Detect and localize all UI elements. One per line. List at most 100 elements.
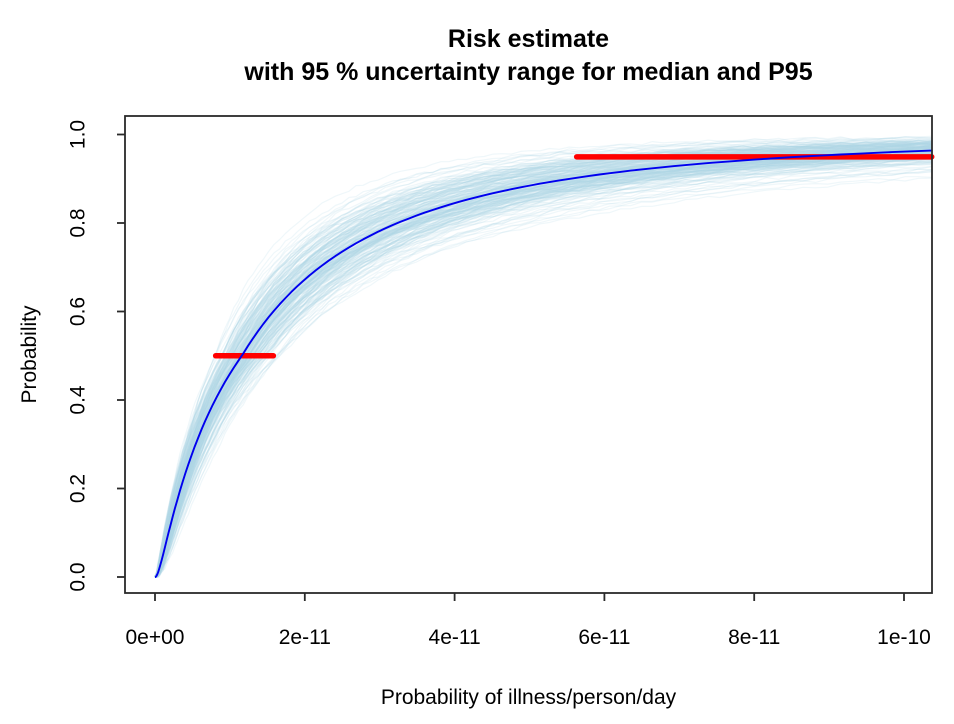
band-curve bbox=[154, 156, 932, 578]
y-axis-label: Probability bbox=[18, 305, 41, 404]
band-curve bbox=[154, 141, 932, 578]
band-curve bbox=[154, 147, 932, 578]
band-curve bbox=[154, 176, 932, 578]
band-curve bbox=[154, 154, 932, 578]
band-curve bbox=[154, 150, 932, 578]
band-curve bbox=[154, 150, 932, 578]
band-curve bbox=[154, 136, 932, 578]
band-curve bbox=[154, 142, 932, 578]
band-curve bbox=[154, 153, 932, 578]
band-curve bbox=[154, 153, 932, 578]
band-curve bbox=[154, 143, 932, 578]
band-curve bbox=[154, 157, 932, 578]
band-curve bbox=[154, 157, 932, 578]
band-curve bbox=[154, 142, 932, 578]
band-curve bbox=[154, 149, 932, 578]
x-tick-label: 8e-11 bbox=[728, 626, 780, 649]
chart-title: Risk estimate with 95 % uncertainty rang… bbox=[243, 25, 812, 86]
band-curve bbox=[154, 141, 932, 578]
band-curve bbox=[154, 161, 932, 578]
band-curve bbox=[154, 158, 932, 578]
y-tick-label: 0.6 bbox=[67, 297, 90, 326]
title-line-2: with 95 % uncertainty range for median a… bbox=[243, 58, 812, 86]
band-curve bbox=[154, 142, 932, 578]
x-tick-label: 1e-10 bbox=[877, 626, 931, 649]
x-tick-label: 6e-11 bbox=[578, 626, 630, 649]
band-curve bbox=[154, 147, 932, 578]
band-curve bbox=[154, 146, 932, 578]
band-curve bbox=[154, 149, 932, 578]
band-curve bbox=[154, 142, 932, 578]
band-curve bbox=[154, 152, 932, 578]
band-curve bbox=[154, 136, 932, 578]
band-curve bbox=[154, 141, 932, 578]
band-curve bbox=[154, 151, 932, 578]
band-curve bbox=[154, 152, 932, 578]
band-curve bbox=[154, 164, 932, 578]
band-curve bbox=[154, 149, 932, 578]
y-tick-label: 0.0 bbox=[67, 562, 90, 591]
band-curve bbox=[154, 145, 932, 578]
band-curve bbox=[154, 155, 932, 578]
band-curve bbox=[154, 154, 932, 578]
band-curve bbox=[154, 161, 932, 578]
y-tick-label: 0.8 bbox=[67, 208, 90, 237]
band-curve bbox=[154, 155, 932, 578]
median-cdf-line bbox=[154, 149, 932, 578]
title-line-1: Risk estimate bbox=[448, 25, 609, 53]
band-curve bbox=[154, 157, 932, 578]
band-curve bbox=[154, 157, 932, 578]
band-curve bbox=[154, 156, 932, 578]
band-curve bbox=[154, 165, 932, 578]
band-curve bbox=[154, 158, 932, 578]
band-curve bbox=[154, 148, 932, 578]
band-curve bbox=[154, 154, 932, 578]
band-curve bbox=[154, 168, 932, 578]
band-curve bbox=[154, 142, 932, 578]
band-curve bbox=[154, 156, 932, 578]
band-curve bbox=[154, 151, 932, 578]
band-curve bbox=[154, 154, 932, 578]
axes: 0e+00 2e-11 4e-11 6e-11 8e-11 1e-10 0.0 0.2 0.4 0… bbox=[67, 115, 933, 649]
band-curve bbox=[154, 141, 932, 578]
band-curve bbox=[154, 138, 932, 578]
x-tick-label: 4e-11 bbox=[429, 626, 481, 649]
band-curve bbox=[154, 142, 932, 578]
band-curve bbox=[154, 147, 932, 578]
band-curve bbox=[154, 153, 932, 578]
band-curve bbox=[154, 158, 932, 578]
band-curve bbox=[154, 143, 932, 578]
band-curve bbox=[154, 148, 932, 578]
band-curve bbox=[154, 156, 932, 578]
band-curve bbox=[154, 139, 932, 578]
band-curve bbox=[154, 166, 932, 578]
band-curve bbox=[154, 154, 932, 578]
band-curve bbox=[154, 147, 932, 578]
band-curve bbox=[154, 156, 932, 578]
band-curve bbox=[154, 140, 932, 578]
band-curve bbox=[154, 143, 932, 578]
band-curve bbox=[154, 150, 932, 578]
band-curve bbox=[154, 157, 932, 578]
band-curve bbox=[154, 152, 932, 578]
y-tick-label: 0.2 bbox=[67, 474, 90, 503]
band-curve bbox=[154, 153, 932, 578]
band-curve bbox=[154, 150, 932, 578]
ci-bars bbox=[212, 154, 935, 359]
band-curve bbox=[154, 149, 932, 578]
band-curve bbox=[154, 137, 932, 578]
band-curve bbox=[154, 140, 932, 578]
band-curve bbox=[154, 161, 932, 578]
band-curve bbox=[154, 146, 932, 578]
band-curve bbox=[154, 150, 932, 578]
median-curve bbox=[154, 149, 932, 578]
band-curve bbox=[154, 177, 932, 578]
band-curve bbox=[154, 152, 932, 578]
band-curve bbox=[154, 153, 932, 578]
band-curve bbox=[154, 162, 932, 578]
band-curve bbox=[154, 139, 932, 578]
x-tick-label: 2e-11 bbox=[279, 626, 331, 649]
band-curve bbox=[154, 171, 932, 578]
